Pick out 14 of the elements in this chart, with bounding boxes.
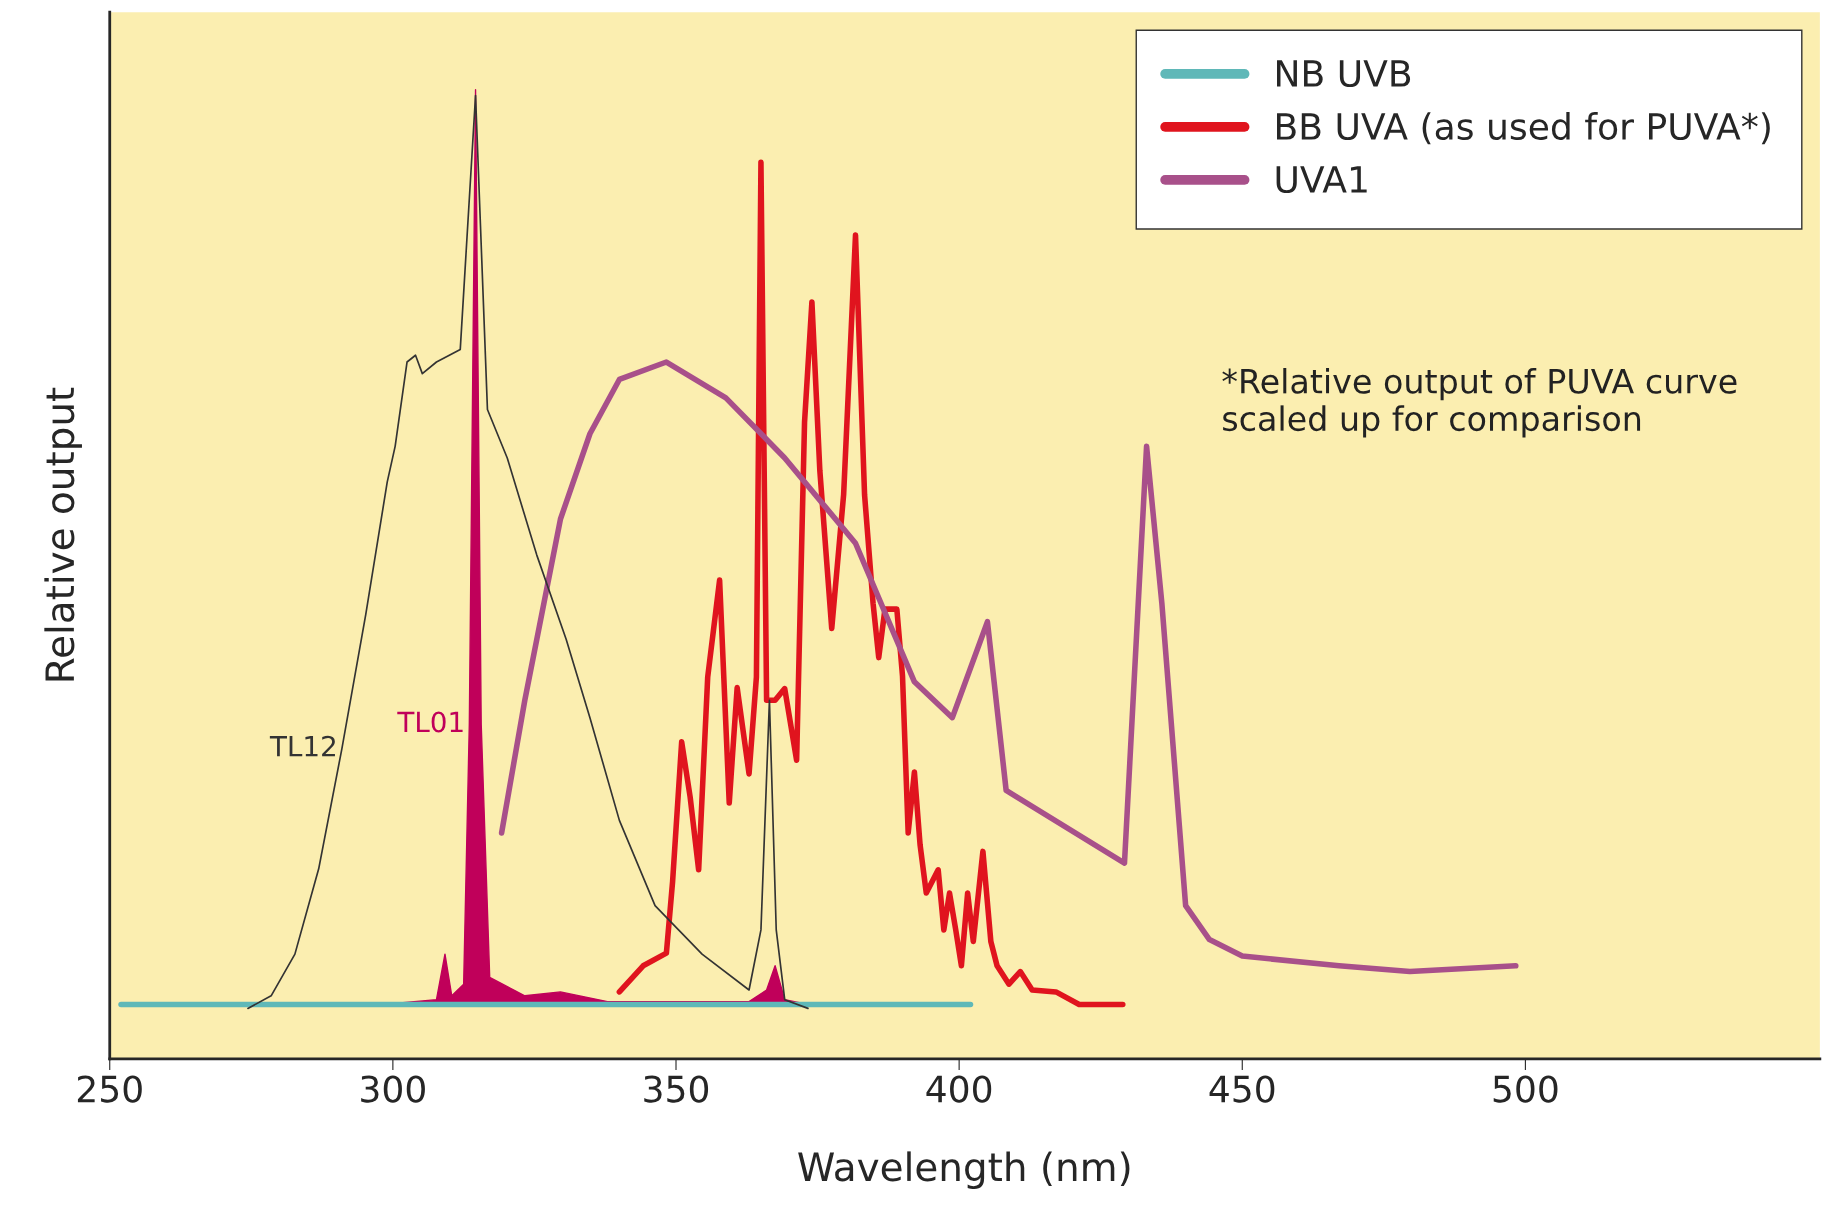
legend-label: BB UVA (as used for PUVA*) <box>1277 112 1770 145</box>
series-label: TL01 <box>397 711 463 733</box>
x-axis-title: Wavelength (nm) <box>798 1151 1130 1190</box>
legend-label: UVA1 <box>1276 166 1367 194</box>
legend-label: NB UVB <box>1277 60 1411 88</box>
x-tick-label: 400 <box>926 1075 992 1103</box>
x-tick-label: 350 <box>644 1075 709 1103</box>
y-axis-title: Relative output <box>44 387 82 681</box>
annotation: *Relative output of PUVA curve scaled up for comparison <box>1222 368 1737 438</box>
x-tick-label: 300 <box>361 1075 425 1103</box>
x-tick-label: 250 <box>77 1075 142 1103</box>
x-tick-label: 500 <box>1493 1075 1558 1103</box>
x-tick-label: 450 <box>1209 1075 1275 1103</box>
series-label: TL12 <box>269 735 335 757</box>
